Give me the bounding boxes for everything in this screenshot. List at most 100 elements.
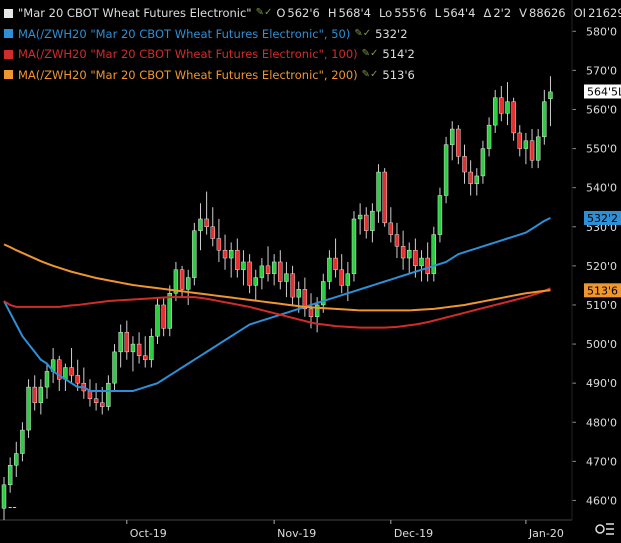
candle-body (535, 136, 541, 161)
candle-body (106, 382, 111, 407)
ma-label: MA(/ZWH20 "Mar 20 CBOT Wheat Futures Ele… (18, 47, 358, 61)
y-tick-label: 460'0 (586, 494, 617, 507)
candle-body (400, 246, 406, 259)
candle-body (265, 265, 271, 274)
candle-body (161, 304, 166, 329)
sliders-icon[interactable] (592, 521, 618, 541)
candle-body (339, 269, 344, 286)
candle-body (228, 250, 234, 259)
candle-body (57, 359, 62, 380)
candle-body (241, 261, 246, 270)
y-tick-label: 550'0 (586, 143, 617, 156)
candle-body (247, 261, 252, 286)
ma-value: 514'2 (382, 47, 415, 61)
candle-body (20, 429, 25, 454)
legend-row-ma: MA(/ZWH20 "Mar 20 CBOT Wheat Futures Ele… (4, 44, 621, 65)
ohlc-value: 88626 (529, 6, 566, 20)
candle-body (493, 97, 498, 126)
x-tick-label: Oct-19 (130, 527, 167, 540)
candle-body (235, 250, 240, 270)
ohlc-value: 564'4 (443, 6, 476, 20)
candle-body (419, 257, 424, 267)
candle-body (351, 218, 357, 274)
candle-body (93, 398, 99, 403)
candle-body (357, 214, 363, 220)
ma-label: MA(/ZWH20 "Mar 20 CBOT Wheat Futures Ele… (18, 26, 351, 41)
ohlc-key: Δ (483, 6, 492, 20)
candle-body (437, 195, 443, 235)
candle-body (468, 171, 473, 184)
candle-body (259, 265, 265, 278)
y-tick-label: 560'0 (586, 103, 617, 116)
candle-body (284, 273, 289, 282)
candle-body (271, 261, 277, 274)
candle-body (364, 214, 369, 231)
candle-body (179, 269, 185, 290)
ma-value: 532'2 (375, 26, 408, 41)
candle-body (480, 148, 486, 177)
candle-body (38, 386, 44, 403)
candle-body (136, 343, 142, 356)
x-tick-label: Dec-19 (394, 527, 433, 540)
candle-body (511, 101, 516, 134)
candle-body (345, 273, 351, 286)
candle-body (413, 250, 418, 267)
ohlc-key: OI (573, 6, 587, 20)
legend-row-ma: MA(/ZWH20 "Mar 20 CBOT Wheat Futures Ele… (4, 65, 621, 86)
candle-body (443, 144, 449, 196)
candle-body (462, 156, 467, 173)
candle-body (321, 281, 326, 306)
ohlc-key: H (327, 6, 337, 20)
symbol-title: "Mar 20 CBOT Wheat Futures Electronic" (18, 6, 252, 20)
candle-body (505, 101, 510, 114)
ohlc-value: 21629( (588, 6, 621, 20)
candle-body (450, 128, 455, 145)
chart-legend: "Mar 20 CBOT Wheat Futures Electronic" ✎… (4, 3, 621, 85)
candle-body (124, 332, 130, 353)
pencil-icon[interactable]: ✎✓ (361, 48, 379, 59)
candle-body (87, 390, 93, 399)
candle-body (100, 402, 105, 407)
ohlc-readout: O 562'6 H 568'4 Lo 555'6 L 564'4 Δ 2'2 V 88626 OI 216… (276, 3, 621, 24)
candle-body (517, 132, 522, 149)
candle-body (7, 465, 13, 486)
candle-body (149, 336, 154, 360)
ma-line-1 (3, 287, 551, 329)
candle-body (118, 332, 123, 353)
ohlc-value: 562'6 (287, 6, 320, 20)
candle-body (302, 289, 308, 310)
candle-body (529, 140, 535, 161)
candle-body (192, 230, 197, 278)
candle-body (499, 97, 504, 114)
y-tick-label: 570'0 (586, 64, 617, 77)
ma-value: 513'6 (382, 67, 415, 82)
ma-swatch (4, 49, 13, 59)
pencil-icon[interactable]: ✎✓ (255, 7, 273, 18)
y-tick-label: 520'0 (586, 260, 617, 273)
candle-body (155, 304, 160, 337)
candle-body (376, 171, 381, 212)
pencil-icon[interactable]: ✎✓ (354, 27, 372, 39)
ohlc-key: L (434, 6, 442, 20)
x-tick-label: Jan-20 (528, 527, 564, 540)
candle-body (143, 355, 148, 360)
candle-body (1, 484, 7, 509)
candle-body (370, 210, 375, 231)
candle-body (333, 257, 338, 270)
candle-body (216, 238, 222, 251)
ma-swatch (4, 29, 13, 39)
y-tick-label: 500'0 (586, 338, 617, 351)
ohlc-value: 2'2 (493, 6, 512, 20)
ohlc-value: 555'6 (394, 6, 427, 20)
candle-body (407, 250, 412, 259)
ma-label: MA(/ZWH20 "Mar 20 CBOT Wheat Futures Ele… (18, 67, 358, 82)
ohlc-value: 568'4 (338, 6, 371, 20)
ohlc-key: V (519, 6, 528, 20)
candle-body (388, 222, 394, 235)
candle-body (290, 273, 295, 298)
candle-body (327, 257, 332, 282)
pencil-icon[interactable]: ✎✓ (361, 68, 379, 80)
candle-body (26, 386, 31, 431)
candle-body (253, 277, 258, 286)
